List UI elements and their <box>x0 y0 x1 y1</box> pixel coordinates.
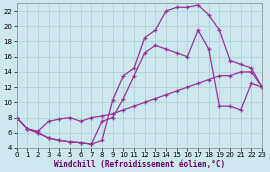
X-axis label: Windchill (Refroidissement éolien,°C): Windchill (Refroidissement éolien,°C) <box>54 159 225 169</box>
